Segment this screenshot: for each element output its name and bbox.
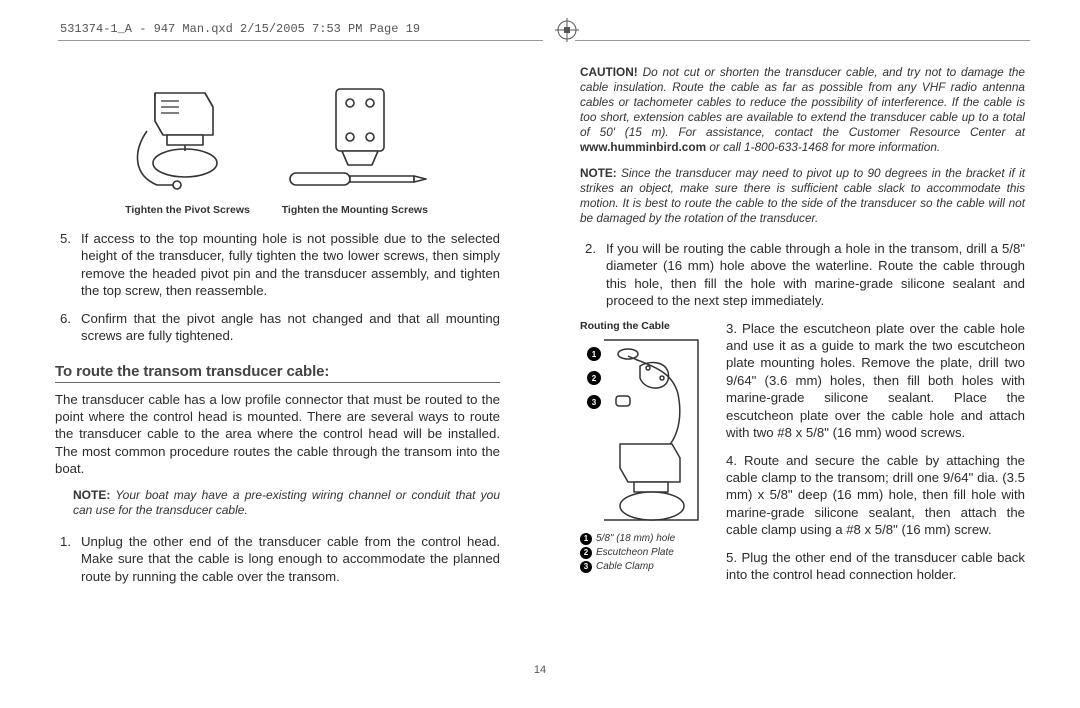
- page-number: 14: [0, 664, 1080, 676]
- right-column: CAUTION! Do not cut or shorten the trans…: [540, 65, 1080, 595]
- rule-top-left: [58, 40, 543, 41]
- step-2: 2.If you will be routing the cable throu…: [580, 240, 1025, 310]
- figure-legend: 1 5/8" (18 mm) hole 2 Escutcheon Plate 3 Ca…: [580, 533, 712, 573]
- svg-text:3: 3: [592, 398, 597, 407]
- svg-text:2: 2: [592, 374, 597, 383]
- step-number: 2.: [580, 240, 606, 310]
- step-text: If access to the top mounting hole is no…: [81, 230, 500, 300]
- caution-tail: or call 1-800-633-1468 for more informat…: [706, 140, 940, 154]
- step-5r: 5. Plug the other end of the transducer …: [726, 549, 1025, 584]
- note-text: Since the transducer may need to pivot u…: [580, 166, 1025, 225]
- steps-list-3: 2.If you will be routing the cable throu…: [580, 240, 1025, 310]
- routing-block: Routing the Cable: [580, 320, 1025, 594]
- figure-pivot-screws: Tighten the Pivot Screws: [125, 75, 250, 216]
- note-block-2: NOTE: Since the transducer may need to p…: [580, 166, 1025, 226]
- legend-text: Escutcheon Plate: [596, 547, 674, 558]
- step-5: 5.If access to the top mounting hole is …: [55, 230, 500, 300]
- legend-text: 5/8" (18 mm) hole: [596, 533, 675, 544]
- routing-figure: Routing the Cable: [580, 320, 712, 594]
- step-1: 1.Unplug the other end of the transducer…: [55, 533, 500, 585]
- caution-site: www.humminbird.com: [580, 140, 706, 154]
- caution-text: Do not cut or shorten the transducer cab…: [580, 65, 1025, 139]
- steps-list-2: 1.Unplug the other end of the transducer…: [55, 533, 500, 585]
- step-text: If you will be routing the cable through…: [606, 240, 1025, 310]
- content-columns: Tighten the Pivot Screws: [0, 65, 1080, 595]
- section-intro: The transducer cable has a low profile c…: [55, 391, 500, 478]
- legend-item: 2 Escutcheon Plate: [580, 547, 712, 559]
- note-label: NOTE:: [580, 166, 617, 180]
- left-column: Tighten the Pivot Screws: [0, 65, 540, 595]
- step-text: Confirm that the pivot angle has not cha…: [81, 310, 500, 345]
- figure-row: Tighten the Pivot Screws: [55, 75, 500, 216]
- figure-caption: Tighten the Mounting Screws: [280, 204, 430, 216]
- svg-text:1: 1: [592, 350, 597, 359]
- print-header: 531374-1_A - 947 Man.qxd 2/15/2005 7:53 …: [60, 22, 420, 36]
- step-number: 5.: [55, 230, 81, 300]
- routing-illustration: 1 2 3: [580, 334, 712, 524]
- legend-badge-icon: 2: [580, 547, 592, 559]
- crop-mark-icon: [555, 18, 579, 42]
- note-block: NOTE: Your boat may have a pre-existing …: [73, 488, 500, 519]
- step-3: 3. Place the escutcheon plate over the c…: [726, 320, 1025, 442]
- step-4: 4. Route and secure the cable by attachi…: [726, 452, 1025, 539]
- pivot-screws-illustration: [125, 75, 250, 200]
- figure-mounting-screws: Tighten the Mounting Screws: [280, 75, 430, 216]
- routing-text: 3. Place the escutcheon plate over the c…: [726, 320, 1025, 594]
- step-number: 1.: [55, 533, 81, 585]
- step-number: 6.: [55, 310, 81, 345]
- note-text: Your boat may have a pre-existing wiring…: [73, 488, 500, 518]
- figure-caption: Tighten the Pivot Screws: [125, 204, 250, 216]
- rule-top-right: [575, 40, 1030, 41]
- legend-item: 3 Cable Clamp: [580, 561, 712, 573]
- note-label: NOTE:: [73, 488, 110, 502]
- legend-item: 1 5/8" (18 mm) hole: [580, 533, 712, 545]
- mounting-screws-illustration: [280, 75, 430, 200]
- caution-block: CAUTION! Do not cut or shorten the trans…: [580, 65, 1025, 156]
- step-text: Unplug the other end of the transducer c…: [81, 533, 500, 585]
- legend-text: Cable Clamp: [596, 561, 654, 572]
- legend-badge-icon: 1: [580, 533, 592, 545]
- caution-label: CAUTION!: [580, 65, 638, 79]
- manual-page: 531374-1_A - 947 Man.qxd 2/15/2005 7:53 …: [0, 0, 1080, 708]
- section-heading: To route the transom transducer cable:: [55, 363, 500, 383]
- step-6: 6.Confirm that the pivot angle has not c…: [55, 310, 500, 345]
- legend-badge-icon: 3: [580, 561, 592, 573]
- steps-list: 5.If access to the top mounting hole is …: [55, 230, 500, 345]
- routing-figure-caption: Routing the Cable: [580, 320, 712, 332]
